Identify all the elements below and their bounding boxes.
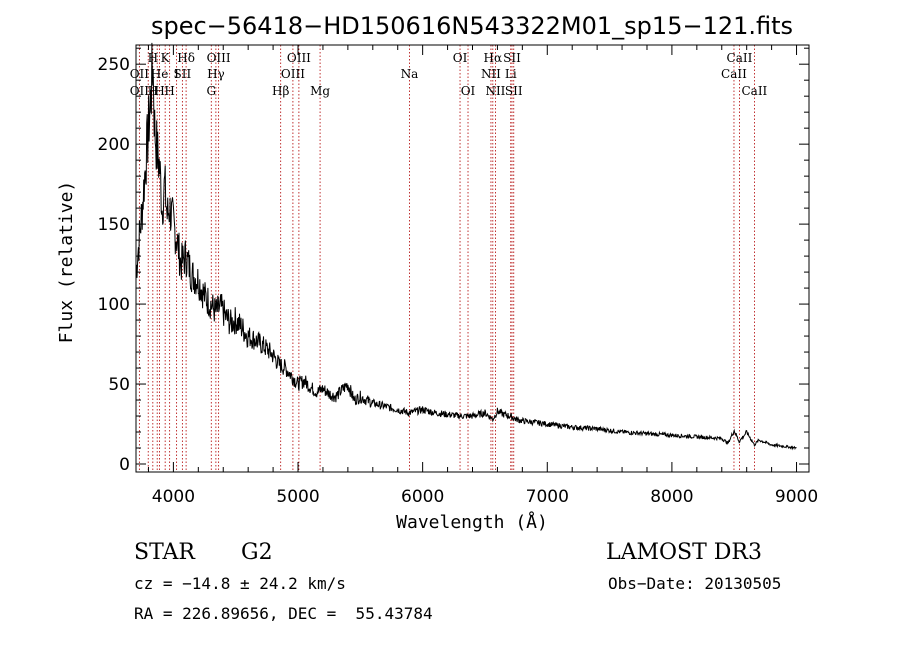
spectral-line-markers: [138, 45, 755, 472]
spectral-line-label: H: [164, 84, 174, 98]
spectral-line-label: NII: [481, 67, 501, 81]
spectral-line-label: OIII: [207, 51, 231, 65]
axis-ticks: 4000 5000 6000 7000 8000 9000 0 50 100 150 200 250: [98, 45, 818, 507]
y-tick-label: 150: [98, 215, 130, 235]
spectral-line-label: H: [148, 84, 158, 98]
spectral-line-label: OII: [130, 84, 150, 98]
spectrum-series-line: [135, 42, 797, 451]
spectral-line-label: OI: [461, 84, 476, 98]
redshift-cz: cz = −14.8 ± 24.2 km/s: [134, 574, 346, 593]
object-subclass: G2: [241, 540, 273, 565]
spectral-line-label: OII: [130, 67, 150, 81]
spectral-line-label: H: [154, 84, 164, 98]
y-tick-label: 100: [98, 295, 130, 315]
spectral-line-label: H: [148, 51, 158, 65]
x-tick-label: 6000: [401, 487, 444, 507]
spectral-line-label: He: [151, 67, 169, 81]
spectral-line-label: CaII: [741, 84, 767, 98]
chart-title: spec−56418−HD150616N543322M01_sp15−121.f…: [151, 12, 793, 40]
spectral-line-label: CaII: [721, 67, 747, 81]
spectral-line-label: SII: [505, 84, 523, 98]
y-tick-label: 200: [98, 135, 130, 155]
spectral-line-label: OI: [453, 51, 468, 65]
y-tick-label: 50: [108, 375, 130, 395]
x-axis-label: Wavelength (Å): [396, 511, 548, 533]
y-tick-label: 250: [98, 55, 130, 75]
object-class: STAR: [134, 540, 195, 565]
spectral-line-label: Hγ: [207, 67, 225, 81]
spectral-line-labels: OIIOIIHHHeHKHISIIHδGHγOIIIHβOIIIOIIIMgNa…: [130, 51, 768, 98]
spectral-line-label: Hα: [484, 51, 503, 65]
x-tick-label: 8000: [650, 487, 693, 507]
spectral-line-label: K: [161, 51, 171, 65]
x-tick-label: 9000: [775, 487, 818, 507]
spectral-line-label: Hβ: [272, 84, 289, 98]
spectral-line-label: Na: [401, 67, 419, 81]
spectral-line-label: NII: [485, 84, 505, 98]
spectral-line-label: SII: [174, 67, 192, 81]
spectral-line-label: SII: [503, 51, 521, 65]
x-tick-label: 5000: [276, 487, 319, 507]
spectral-line-label: OIII: [281, 67, 305, 81]
plot-frame: [135, 44, 810, 473]
spectral-line-label: G: [206, 84, 216, 98]
x-tick-label: 7000: [526, 487, 569, 507]
ra-dec: RA = 226.89656, DEC = 55.43784: [134, 604, 433, 623]
spectral-line-label: CaII: [727, 51, 753, 65]
obs-date: Obs−Date: 20130505: [608, 574, 782, 593]
spectral-line-label: I: [174, 67, 179, 81]
spectral-line-label: Hδ: [177, 51, 195, 65]
spectral-line-label: Mg: [310, 84, 330, 98]
x-tick-label: 4000: [152, 487, 195, 507]
spectral-line-label: OIII: [287, 51, 311, 65]
spectral-line-label: Li: [505, 67, 517, 81]
y-tick-label: 0: [119, 455, 130, 475]
y-axis-label: Flux (relative): [56, 181, 77, 344]
survey-name: LAMOST DR3: [606, 540, 762, 565]
